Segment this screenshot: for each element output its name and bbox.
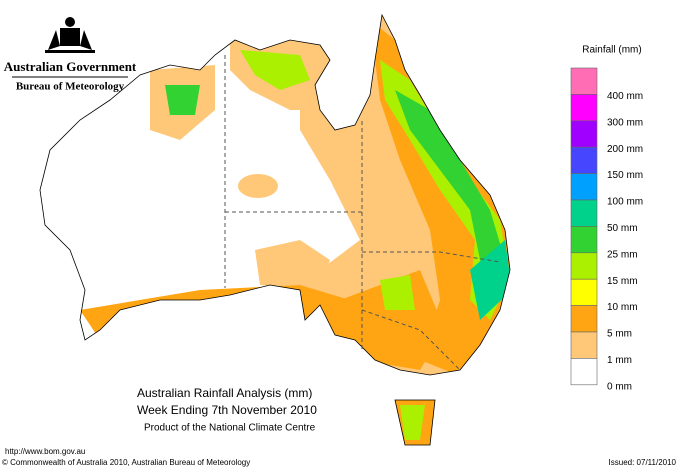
legend-swatch — [570, 94, 598, 122]
legend-swatch — [570, 252, 598, 280]
caption-subtitle: Week Ending 7th November 2010 — [137, 403, 317, 417]
legend-label: 150 mm — [607, 170, 643, 181]
government-name: Australian Government — [4, 59, 137, 74]
footer-issued: Issued: 07/11/2010 — [609, 458, 677, 467]
coastline — [39, 13, 511, 446]
footer-url: http://www.bom.gov.au — [5, 447, 85, 456]
legend-label: 200 mm — [607, 144, 643, 155]
legend-label: 15 mm — [607, 276, 638, 287]
legend-swatch — [570, 331, 598, 359]
legend-label: 300 mm — [607, 117, 643, 128]
legend-label: 10 mm — [607, 302, 638, 313]
state-borders — [224, 55, 501, 371]
coat-of-arms — [45, 17, 95, 53]
legend-label: 50 mm — [607, 223, 638, 234]
legend-swatch — [570, 358, 598, 386]
legend-label: 25 mm — [607, 249, 638, 260]
legend-label: 100 mm — [607, 197, 643, 208]
legend: 400 mm 300 mm 200 mm 150 mm 100 mm 50 mm 25 mm… — [570, 67, 643, 392]
footer-copyright: © Commonwealth of Australia 2010, Austra… — [2, 458, 250, 467]
legend-swatch — [570, 199, 598, 227]
legend-label: 400 mm — [607, 91, 643, 102]
legend-label: 5 mm — [607, 329, 632, 340]
legend-swatch — [570, 278, 598, 306]
caption-title: Australian Rainfall Analysis (mm) — [137, 386, 312, 400]
legend-label: 0 mm — [607, 381, 632, 392]
legend-swatch — [570, 146, 598, 174]
legend-title: Rainfall (mm) — [582, 45, 641, 56]
legend-swatch — [570, 67, 598, 95]
legend-swatch — [570, 173, 598, 201]
legend-swatch — [570, 226, 598, 254]
legend-swatch — [570, 305, 598, 333]
legend-label: 1 mm — [607, 355, 632, 366]
legend-swatch — [570, 120, 598, 148]
caption-note: Product of the National Climate Centre — [144, 423, 316, 434]
bureau-name: Bureau of Meteorology — [16, 81, 125, 93]
